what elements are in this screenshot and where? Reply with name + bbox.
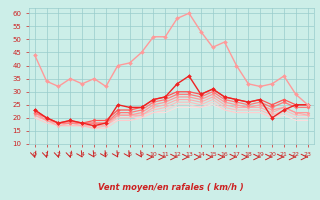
Text: Vent moyen/en rafales ( km/h ): Vent moyen/en rafales ( km/h )	[98, 183, 244, 192]
